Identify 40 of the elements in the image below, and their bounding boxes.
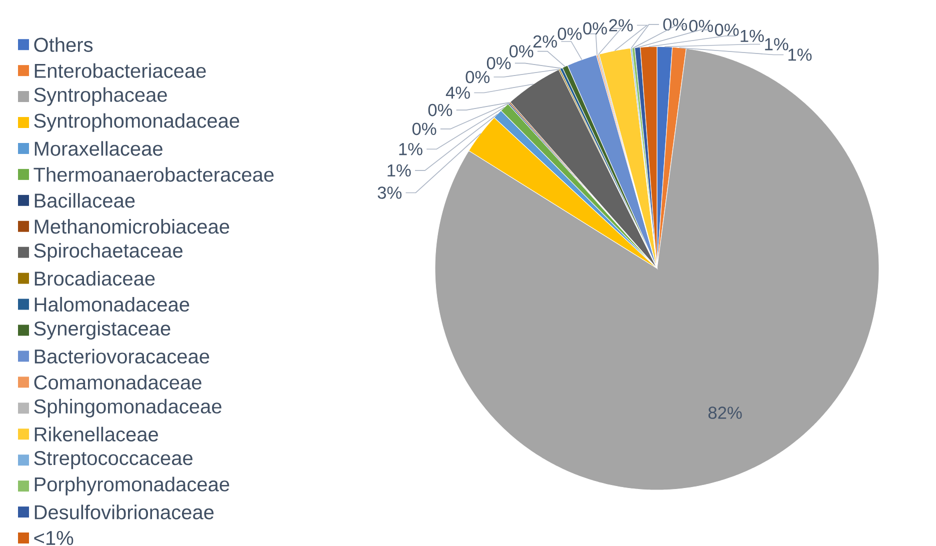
legend-label: Thermoanaerobacteraceae	[34, 167, 274, 182]
legend-label: Porphyromonadaceae	[34, 476, 230, 496]
data-label: 0%	[558, 28, 582, 40]
data-label: 0%	[509, 45, 534, 58]
legend-label: Others	[34, 37, 93, 52]
data-label: 1%	[399, 143, 422, 156]
data-label: 1%	[388, 164, 411, 177]
legend-label: Comamonadaceae	[34, 374, 202, 390]
legend-label: Bacillaceae	[34, 193, 135, 208]
legend-label: Sphingomonadaceae	[34, 398, 222, 418]
legend-label: Moraxellaceae	[34, 141, 162, 156]
legend-label: Spirochaetaceae	[34, 243, 182, 262]
legend-label: Synergistaceae	[34, 320, 170, 340]
data-label: 0%	[466, 70, 490, 84]
data-label: 4%	[446, 86, 470, 99]
data-label: 1%	[765, 38, 788, 50]
data-label: 2%	[533, 35, 557, 48]
legend-label: Brocadiaceae	[34, 270, 155, 286]
data-label: 0%	[663, 18, 688, 31]
legend-label: Streptococcaceae	[34, 451, 192, 470]
data-label: 0%	[714, 24, 739, 36]
data-label: 2%	[609, 19, 633, 32]
data-label: 0%	[689, 20, 713, 32]
data-label: 1%	[740, 30, 764, 42]
data-label: 0%	[412, 122, 436, 136]
legend-label: Syntrophomonadaceae	[34, 113, 240, 132]
legend-label: Enterobacteriaceae	[34, 63, 206, 78]
data-label: 3%	[378, 186, 402, 199]
legend-label: Methanomicrobiaceae	[34, 219, 230, 234]
data-label: 0%	[428, 104, 452, 116]
legend-label: <1%	[34, 531, 74, 545]
legend-label: Syntrophaceae	[34, 87, 167, 106]
data-label: 1%	[788, 48, 812, 61]
data-label: 0%	[486, 57, 511, 70]
data-label: 82%	[708, 406, 742, 419]
legend-label: Desulfovibrionaceae	[34, 504, 214, 520]
legend-label: Bacteriovoracaceae	[34, 348, 210, 364]
legend-label: Rikenellaceae	[34, 426, 158, 442]
data-label: 0%	[583, 22, 607, 35]
legend-label: Halomonadaceae	[34, 296, 190, 312]
